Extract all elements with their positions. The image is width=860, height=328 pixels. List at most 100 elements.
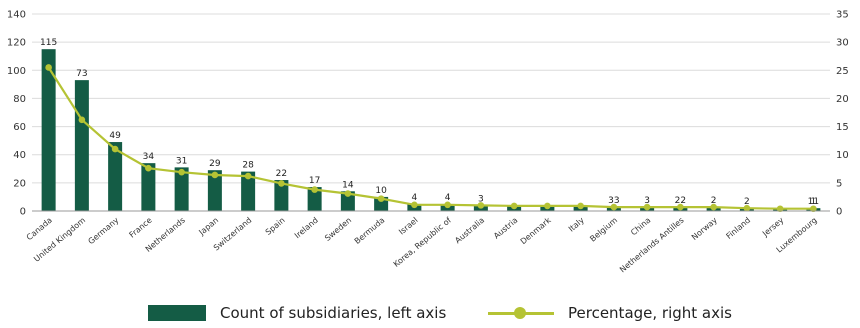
line-point xyxy=(477,202,485,209)
line-point xyxy=(510,202,518,210)
bar-data-label: 22 xyxy=(675,196,686,206)
line-point xyxy=(776,205,784,213)
line-point xyxy=(211,171,219,179)
x-category-label: Netherlands Antilles xyxy=(618,216,686,275)
legend-line-swatch xyxy=(488,305,554,321)
legend: Count of subsidiaries, left axis Percent… xyxy=(0,304,860,328)
bar-data-label: 31 xyxy=(176,156,187,166)
bar-data-label: 22 xyxy=(276,169,287,179)
legend-bar-swatch xyxy=(148,305,206,321)
x-category-label: Norway xyxy=(690,215,719,242)
line-series xyxy=(45,64,817,213)
legend-label-count: Count of subsidiaries, left axis xyxy=(220,304,447,322)
x-category-label: Finland xyxy=(724,216,752,241)
x-category-label: Israel xyxy=(397,216,420,237)
y-left-tick-label: 20 xyxy=(13,178,26,189)
y-left-tick-label: 0 xyxy=(20,207,26,218)
line-point xyxy=(111,145,119,153)
bar xyxy=(307,187,322,211)
x-category-label: Jersey xyxy=(760,215,785,238)
line-point xyxy=(311,186,318,193)
bar-data-label: 3 xyxy=(478,194,484,204)
bar xyxy=(207,170,222,211)
line-point xyxy=(677,203,684,211)
axes: 02040608010012014005101520253035CanadaUn… xyxy=(7,10,849,275)
y-right-tick-label: 10 xyxy=(836,150,849,161)
x-category-label: Japan xyxy=(197,216,221,238)
y-right-tick-label: 0 xyxy=(836,207,842,218)
line-path xyxy=(47,66,814,210)
legend-label-percentage: Percentage, right axis xyxy=(568,304,732,322)
line-point xyxy=(810,205,817,213)
bar xyxy=(241,171,256,211)
bar-data-label: 34 xyxy=(143,152,155,162)
y-left-tick-label: 120 xyxy=(7,38,26,49)
x-category-label: Austria xyxy=(492,216,520,241)
line-point xyxy=(610,203,618,211)
bar-data-label: 2 xyxy=(711,196,717,206)
bar-data-label: 11 xyxy=(808,197,819,207)
x-category-label: France xyxy=(127,216,153,240)
line-point xyxy=(743,204,751,212)
x-category-label: Ireland xyxy=(293,216,320,241)
bar-data-label: 10 xyxy=(375,186,387,196)
line-point xyxy=(244,172,252,180)
x-category-label: Belgium xyxy=(588,216,619,244)
bar-data-label: 4 xyxy=(445,193,451,203)
line-point xyxy=(178,168,185,176)
line-point xyxy=(411,201,418,209)
y-right-tick-label: 35 xyxy=(836,10,849,21)
bar xyxy=(340,191,355,211)
bar-data-label: 29 xyxy=(209,159,221,169)
x-category-label: China xyxy=(629,216,652,238)
x-category-label: Korea, Republic of xyxy=(392,216,453,269)
bar-series xyxy=(41,49,821,211)
x-category-label: Germany xyxy=(86,215,120,246)
bar-data-label: 14 xyxy=(342,180,354,190)
y-right-tick-label: 5 xyxy=(836,178,842,189)
y-right-tick-label: 15 xyxy=(836,122,849,133)
line-point xyxy=(344,190,352,197)
bar-data-label: 1 xyxy=(811,197,817,207)
bar-data-label: 49 xyxy=(109,131,121,141)
x-category-label: Sweden xyxy=(323,216,353,243)
line-point xyxy=(444,201,451,209)
x-category-label: Spain xyxy=(264,216,287,237)
line-point xyxy=(278,180,285,187)
bar-data-label: 33 xyxy=(608,196,619,206)
bar-data-label: 3 xyxy=(644,196,650,206)
gridlines xyxy=(32,13,830,184)
y-left-tick-label: 40 xyxy=(13,150,26,161)
bar-data-label: 115 xyxy=(40,38,57,48)
bar xyxy=(74,80,89,211)
bar-data-label: 73 xyxy=(76,69,87,79)
legend-item-percentage: Percentage, right axis xyxy=(488,304,732,322)
y-right-tick-label: 30 xyxy=(836,38,849,49)
bar xyxy=(41,49,56,211)
x-category-label: Bermuda xyxy=(353,216,387,246)
y-left-tick-label: 140 xyxy=(7,10,26,21)
x-category-label: Canada xyxy=(25,216,54,243)
bar-data-label: 17 xyxy=(309,176,320,186)
bar xyxy=(274,180,289,211)
bar xyxy=(174,167,189,211)
y-left-tick-label: 60 xyxy=(13,122,26,133)
line-point xyxy=(710,203,717,211)
bar-data-label: 2 xyxy=(744,197,750,207)
y-left-tick-label: 80 xyxy=(13,94,26,105)
x-category-label: Italy xyxy=(567,215,586,233)
bar xyxy=(374,196,389,211)
line-point xyxy=(377,195,385,202)
line-point xyxy=(643,203,651,211)
line-point xyxy=(145,164,152,172)
legend-item-count: Count of subsidiaries, left axis xyxy=(148,304,446,322)
x-category-label: Australia xyxy=(453,216,486,246)
line-point xyxy=(577,202,584,210)
bar xyxy=(108,142,123,211)
y-right-tick-label: 25 xyxy=(836,66,849,77)
line-point xyxy=(78,116,86,124)
bar-data-label: 28 xyxy=(242,161,254,171)
y-left-tick-label: 100 xyxy=(7,66,26,77)
